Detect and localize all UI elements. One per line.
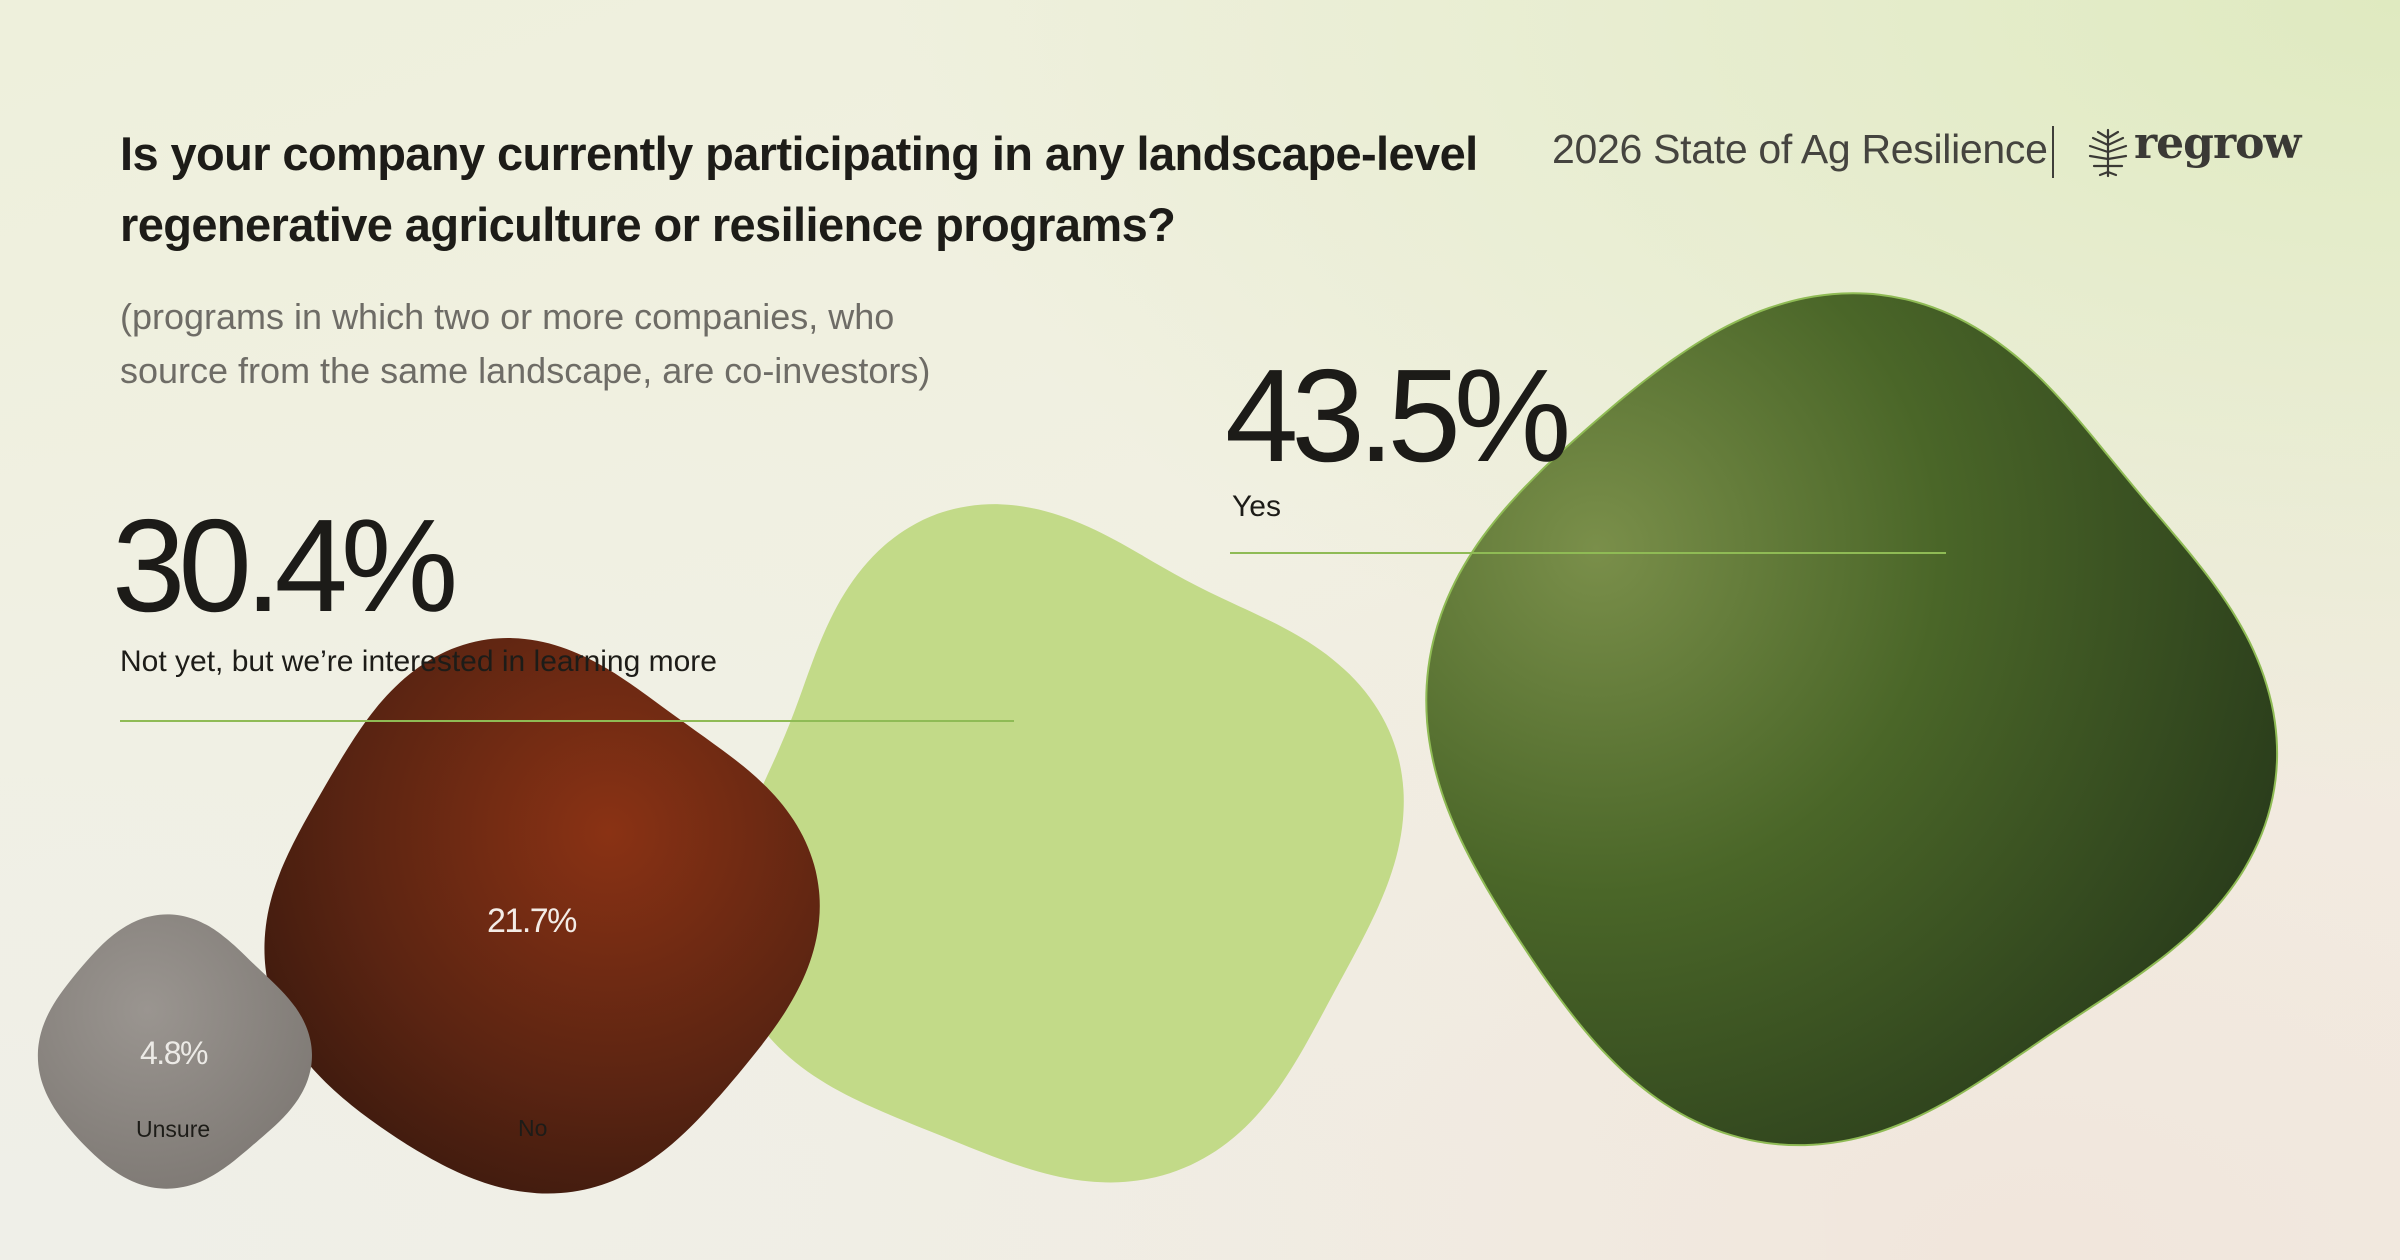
category-label-yes: Yes (1232, 490, 1281, 523)
report-name: 2026 State of Ag Resilience (1552, 126, 2048, 172)
chart-title: Is your company currently participating … (120, 127, 1478, 251)
data-label-not-yet: 30.4% (112, 492, 458, 639)
data-label-no: 21.7% (487, 902, 577, 940)
leader-line-not-yet (120, 720, 1014, 722)
bubble-no (264, 638, 820, 1194)
bubble-unsure (37, 914, 312, 1189)
category-label-no: No (518, 1115, 548, 1141)
bubble-not-yet (725, 504, 1404, 1183)
data-label-yes: 43.5% (1225, 342, 1571, 489)
leaf-icon (2088, 128, 2128, 178)
leader-line-yes (1230, 552, 1946, 554)
chart-subtitle: (programs in which two or more companies… (120, 296, 931, 391)
category-label-unsure: Unsure (136, 1116, 211, 1142)
brand-name: regrow (2134, 118, 2301, 169)
category-label-not-yet: Not yet, but we’re interested in learnin… (120, 645, 717, 678)
data-label-unsure: 4.8% (140, 1035, 208, 1071)
bubble-yes (1425, 292, 2279, 1147)
header-divider (2052, 126, 2054, 178)
